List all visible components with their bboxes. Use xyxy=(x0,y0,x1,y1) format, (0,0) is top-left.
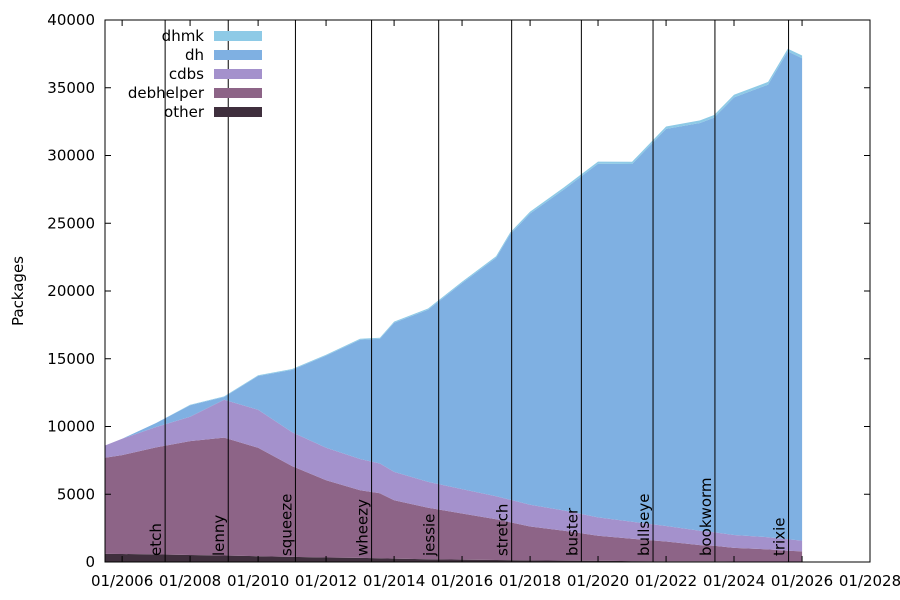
release-label-bookworm: bookworm xyxy=(697,477,715,556)
x-tick-label: 01/2012 xyxy=(295,572,357,590)
x-tick-label: 01/2014 xyxy=(363,572,425,590)
x-tick-label: 01/2008 xyxy=(159,572,221,590)
legend-label-other: other xyxy=(164,103,205,121)
legend-swatch-dhmk xyxy=(214,31,262,41)
release-label-etch: etch xyxy=(147,523,165,556)
release-label-lenny: lenny xyxy=(210,515,228,556)
x-tick-label: 01/2026 xyxy=(771,572,833,590)
x-tick-label: 01/2028 xyxy=(839,572,900,590)
y-tick-label: 30000 xyxy=(47,147,95,165)
area-debhelper xyxy=(105,437,803,562)
y-tick-label: 0 xyxy=(85,553,95,571)
area-dh xyxy=(105,51,803,541)
area-cdbs xyxy=(105,399,803,552)
y-tick-label: 5000 xyxy=(57,485,95,503)
y-tick-label: 25000 xyxy=(47,214,95,232)
area-series-group xyxy=(105,48,803,562)
release-label-squeeze: squeeze xyxy=(277,494,295,556)
y-axis-label: Packages xyxy=(9,256,27,326)
release-label-jessie: jessie xyxy=(421,514,439,557)
release-label-buster: buster xyxy=(563,507,581,556)
y-tick-label: 10000 xyxy=(47,418,95,436)
x-tick-label: 01/2010 xyxy=(227,572,289,590)
release-markers: etch lenny squeeze wheezy jessie stretch buste… xyxy=(147,20,790,562)
legend-swatch-cdbs xyxy=(214,69,262,79)
y-tick-label: 35000 xyxy=(47,79,95,97)
legend-label-dhmk: dhmk xyxy=(162,27,205,45)
x-axis: 01/2006 01/2008 01/2010 01/2012 01/2014 01/20… xyxy=(91,20,900,590)
release-label-stretch: stretch xyxy=(494,504,512,556)
x-tick-label: 01/2020 xyxy=(567,572,629,590)
x-tick-label: 01/2018 xyxy=(499,572,561,590)
y-axis: 0 5000 10000 15000 20000 25000 30000 35000 40000 xyxy=(47,11,870,571)
x-tick-label: 01/2024 xyxy=(703,572,765,590)
legend-label-dh: dh xyxy=(185,46,204,64)
release-label-bullseye: bullseye xyxy=(635,493,653,556)
x-tick-label: 01/2016 xyxy=(431,572,493,590)
legend-swatch-debhelper xyxy=(214,88,262,98)
legend-swatch-dh xyxy=(214,50,262,60)
area-other xyxy=(105,553,803,562)
y-tick-label: 40000 xyxy=(47,11,95,29)
y-tick-label: 20000 xyxy=(47,282,95,300)
x-tick-label: 01/2006 xyxy=(91,572,153,590)
release-label-wheezy: wheezy xyxy=(354,499,372,556)
y-tick-label: 15000 xyxy=(47,350,95,368)
legend-swatch-other xyxy=(214,107,262,117)
legend-label-cdbs: cdbs xyxy=(169,65,204,83)
release-label-trixie: trixie xyxy=(771,518,789,557)
legend-label-debhelper: debhelper xyxy=(128,84,205,102)
x-tick-label: 01/2022 xyxy=(635,572,697,590)
